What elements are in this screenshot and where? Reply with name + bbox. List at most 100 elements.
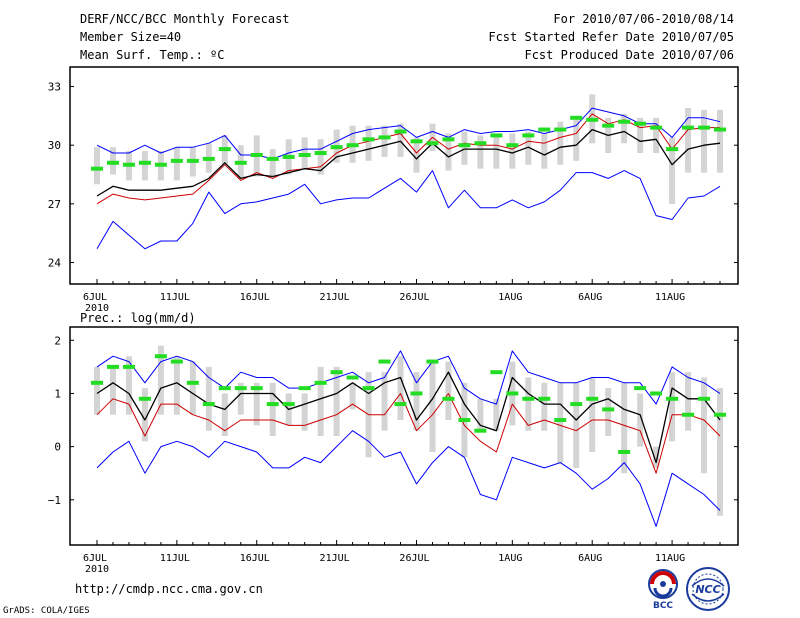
- prec-observed-marker: [106, 364, 119, 369]
- temp-spread-box: [445, 133, 452, 171]
- temp-observed-marker: [330, 145, 343, 150]
- temp-observed-marker: [522, 133, 535, 138]
- temp-spread-box: [509, 133, 516, 169]
- temp-xtick-label: 6JUL: [83, 292, 107, 303]
- prec-observed-marker: [298, 386, 311, 391]
- prec-spread-box: [477, 398, 484, 431]
- bcc-logo: BCC: [648, 569, 678, 611]
- prec-spread-box: [685, 372, 692, 431]
- temp-observed-marker: [586, 117, 599, 122]
- temp-observed-marker: [170, 158, 183, 163]
- prec-xtick-label: 26JUL: [399, 553, 429, 564]
- temp-xtick-label: 11JUL: [160, 292, 190, 303]
- temp-observed-marker: [554, 127, 567, 132]
- prec-spread-box: [653, 446, 660, 468]
- prec-observed-marker: [650, 391, 663, 396]
- prec-spread-box: [429, 361, 436, 452]
- temp-spread-box: [477, 135, 484, 169]
- prec-observed-marker: [378, 359, 391, 364]
- prec-observed-marker: [202, 402, 215, 407]
- temp-observed-marker: [650, 125, 663, 130]
- temp-observed-marker: [426, 141, 439, 146]
- prec-observed-marker: [346, 375, 359, 380]
- prec-xtick-label: 6JUL: [83, 553, 107, 564]
- temp-spread-box: [365, 125, 372, 161]
- prec-observed-marker: [91, 380, 103, 385]
- prec-observed-marker: [250, 386, 263, 391]
- prec-ytick-label: 2: [54, 334, 61, 347]
- prec-spread-box: [397, 356, 404, 421]
- temp-observed-marker: [698, 125, 711, 130]
- temp-observed-marker: [634, 121, 647, 126]
- prec-observed-marker: [170, 359, 183, 364]
- temp-ytick-label: 30: [48, 139, 61, 152]
- temp-observed-marker: [266, 156, 279, 161]
- temp-observed-marker: [154, 162, 167, 167]
- prec-observed-marker: [522, 396, 535, 401]
- temp-ytick-label: 24: [48, 256, 62, 269]
- temp-spread-box: [269, 149, 276, 177]
- prec-observed-marker: [570, 402, 583, 407]
- prec-observed-marker: [602, 407, 615, 412]
- temp-spread-box: [493, 133, 500, 169]
- prec-spread-box: [141, 388, 148, 442]
- prec-spread-box: [621, 382, 628, 474]
- temp-spread-box: [461, 131, 468, 165]
- temp-spread-box: [669, 137, 676, 204]
- ncc-logo: NCC: [686, 567, 730, 611]
- prec-spread-box: [173, 356, 180, 415]
- prec-spread-box: [381, 372, 388, 431]
- prec-observed-marker: [394, 402, 407, 407]
- prec-xtick-label: 21JUL: [320, 553, 350, 564]
- temp-observed-marker: [378, 135, 391, 140]
- prec-observed-marker: [154, 354, 167, 359]
- prec-observed-marker: [234, 386, 247, 391]
- temp-observed-marker: [570, 115, 583, 120]
- prec-xtick-label: 16JUL: [240, 553, 270, 564]
- prec-mean-line: [96, 371, 721, 464]
- temp-spread-box: [637, 117, 644, 154]
- prec-spread-box: [413, 372, 420, 431]
- temp-spread-box: [685, 108, 692, 173]
- prec-xtick-label: 11JUL: [160, 553, 190, 564]
- temp-observed-marker: [202, 156, 215, 161]
- prec-spread-box: [605, 388, 612, 436]
- temp-observed-marker: [602, 123, 615, 128]
- prec-observed-marker: [314, 380, 327, 385]
- precip-title: Prec.: log(mm/d): [80, 311, 196, 325]
- fcst-produced-date: Fcst Produced Date 2010/07/06: [524, 48, 734, 62]
- prec-spread-box: [94, 366, 100, 415]
- prec-spread-box: [189, 361, 196, 415]
- temp-spread-box: [525, 131, 532, 165]
- temp-mean-line: [96, 128, 721, 197]
- grads-credit: GrADS: COLA/IGES: [3, 606, 90, 616]
- prec-observed-marker: [474, 428, 487, 433]
- prec-ytick-label: 0: [54, 441, 61, 454]
- temp-year-label: 2010: [85, 303, 109, 314]
- temp-observed-marker: [538, 127, 551, 132]
- temp-observed-marker: [138, 160, 151, 165]
- temp-median-line: [96, 113, 720, 205]
- prec-observed-marker: [218, 386, 231, 391]
- prec-observed-marker: [490, 370, 503, 375]
- forecast-period: For 2010/07/06-2010/08/14: [553, 12, 734, 26]
- temp-xtick-label: 1AUG: [498, 292, 522, 303]
- variable-label: Mean Surf. Temp.: ºC: [80, 48, 225, 62]
- temp-observed-marker: [362, 137, 375, 142]
- prec-observed-marker: [506, 391, 519, 396]
- prec-spread-box: [333, 366, 340, 436]
- prec-observed-marker: [666, 396, 679, 401]
- temp-observed-marker: [474, 141, 487, 146]
- prec-spread-box: [109, 366, 116, 415]
- prec-observed-marker: [698, 396, 711, 401]
- prec-observed-marker: [186, 380, 199, 385]
- temp-observed-marker: [122, 162, 135, 167]
- prec-spread-box: [125, 356, 132, 415]
- temp-max-line: [96, 107, 721, 160]
- prec-spread-box: [637, 393, 644, 447]
- prec-observed-marker: [682, 412, 695, 417]
- prec-ytick-label: 1: [54, 387, 61, 400]
- source-url[interactable]: http://cmdp.ncc.cma.gov.cn: [75, 582, 263, 596]
- prec-observed-marker: [714, 412, 726, 417]
